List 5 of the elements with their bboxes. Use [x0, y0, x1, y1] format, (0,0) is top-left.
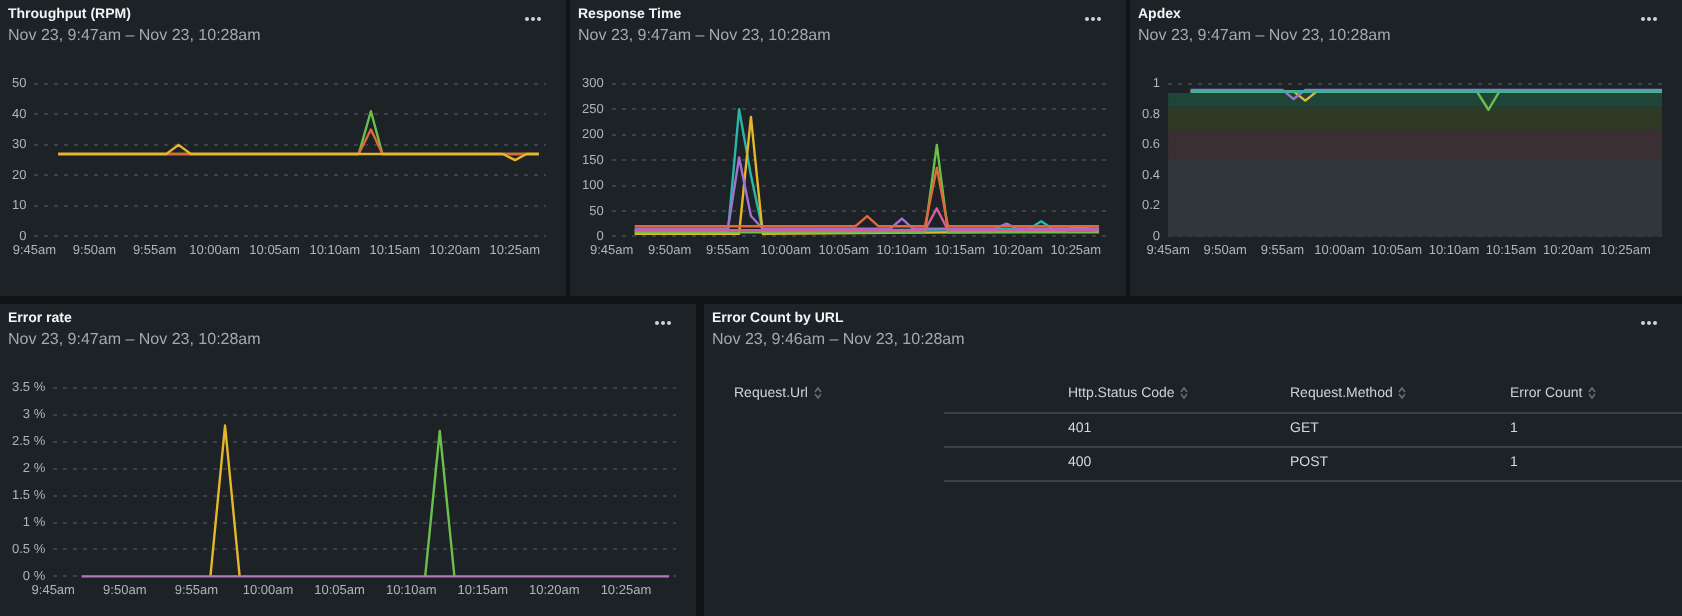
text: Nov 23, 9:46am – Nov 23, 10:28am	[712, 330, 965, 348]
chart-subtitle: Nov 23, 9:47am – Nov 23, 10:28am	[8, 330, 261, 348]
chart-subtitle: Nov 23, 9:47am – Nov 23, 10:28am	[578, 26, 831, 44]
chart-subtitle: Nov 23, 9:47am – Nov 23, 10:28am	[1138, 26, 1391, 44]
chart-subtitle: Nov 23, 9:47am – Nov 23, 10:28am	[8, 26, 261, 44]
